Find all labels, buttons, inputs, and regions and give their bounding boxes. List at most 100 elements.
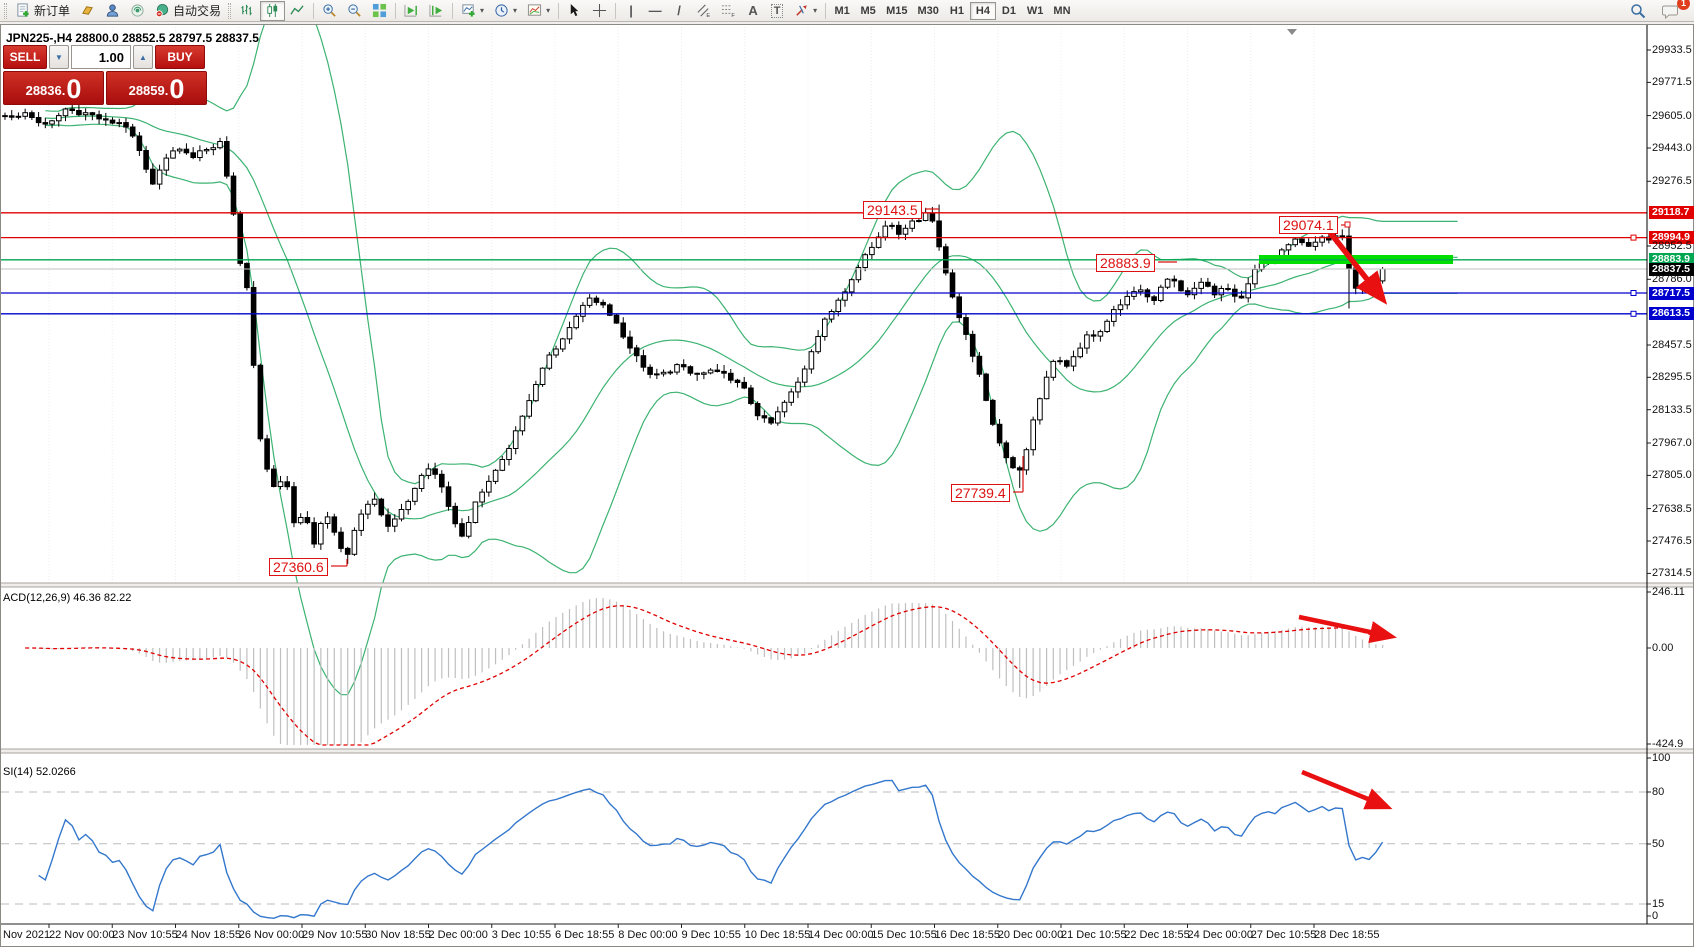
- time-axis-label: 28 Dec 18:55: [1314, 929, 1380, 941]
- chart-shift-button[interactable]: [424, 1, 449, 21]
- timeframe-W1[interactable]: W1: [1022, 2, 1049, 20]
- zoom-out-icon: [348, 4, 361, 17]
- profile-button[interactable]: [100, 1, 125, 21]
- timeframe-H4[interactable]: H4: [969, 1, 996, 20]
- horizontal-line-tool-button[interactable]: —: [643, 1, 667, 21]
- time-axis-label: 20 Dec 00:00: [997, 929, 1064, 941]
- text-label-tool-button[interactable]: T: [765, 1, 789, 21]
- auto-trading-button[interactable]: 自动交易: [150, 1, 226, 21]
- auto-scroll-icon: [404, 4, 417, 17]
- svg-text:E: E: [706, 13, 710, 18]
- time-axis-label: Nov 2021: [3, 929, 51, 941]
- macd-indicator-label: ACD(12,26,9) 46.36 82.22: [3, 592, 132, 604]
- line-chart-mode-button[interactable]: [285, 1, 310, 21]
- volume-input[interactable]: [71, 45, 131, 69]
- toolbar: 新订单 自动交易 ▾ ▾: [0, 0, 1694, 22]
- vertical-line-tool-button[interactable]: |: [619, 1, 643, 21]
- notifications-button[interactable]: 1: [1657, 0, 1690, 21]
- toolbar-grip[interactable]: [228, 2, 232, 19]
- volume-decrease-button[interactable]: ▼: [49, 45, 69, 69]
- market-watch-button[interactable]: [75, 1, 100, 21]
- tile-windows-button[interactable]: [367, 1, 392, 21]
- macd-axis-label: -424.9: [1652, 738, 1684, 750]
- cursor-tool-button[interactable]: [562, 1, 587, 21]
- price-level-label: 28994.9: [1649, 231, 1694, 245]
- bar-chart-icon: [241, 4, 252, 16]
- up-arrow-icon: ▲: [139, 52, 147, 62]
- candlestick-icon: [267, 3, 278, 18]
- price-axis-label: 28295.5: [1652, 371, 1692, 384]
- crosshair-tool-button[interactable]: [587, 1, 612, 21]
- time-axis-label: 24 Nov 18:55: [175, 929, 241, 941]
- timeframe-MN[interactable]: MN: [1048, 2, 1075, 20]
- arrows-tool-button[interactable]: ▾: [789, 1, 822, 21]
- clock-icon: [495, 4, 508, 17]
- dropdown-caret-icon: ▾: [546, 6, 551, 15]
- price-annotation[interactable]: 27739.4: [951, 484, 1010, 502]
- toolbar-grip[interactable]: [4, 2, 7, 19]
- price-annotation[interactable]: 29074.1: [1279, 216, 1338, 234]
- price-axis-label: 27967.0: [1652, 436, 1692, 449]
- new-order-button[interactable]: 新订单: [11, 1, 75, 21]
- rsi-axis-label: 0: [1652, 910, 1659, 922]
- buy-button[interactable]: BUY: [155, 45, 205, 69]
- toolbar-separator: [452, 2, 454, 19]
- new-order-icon: [17, 3, 29, 17]
- chart-shift-marker: [1287, 29, 1297, 35]
- candlestick-mode-button[interactable]: [260, 0, 286, 21]
- time-axis-label: 3 Dec 10:55: [491, 929, 552, 941]
- gold-badge-icon: [82, 6, 93, 15]
- text-tool-button[interactable]: A: [741, 1, 765, 21]
- auto-scroll-button[interactable]: [399, 1, 424, 21]
- sell-price-big-digit: 0: [66, 74, 82, 104]
- price-axis-label: 29443.0: [1652, 142, 1692, 155]
- toolbar-separator: [395, 2, 397, 19]
- fibonacci-tool-button[interactable]: F: [716, 1, 741, 21]
- dropdown-caret-icon: ▾: [813, 6, 818, 15]
- search-button[interactable]: [1625, 1, 1651, 21]
- chart-canvas[interactable]: [1, 25, 1693, 946]
- price-annotation[interactable]: 27360.6: [269, 558, 328, 576]
- signal-button[interactable]: [125, 1, 150, 21]
- time-axis-label: 10 Dec 18:55: [744, 929, 811, 941]
- timeframe-M15[interactable]: M15: [881, 2, 912, 20]
- price-axis-label: 27476.5: [1652, 535, 1692, 547]
- bar-chart-mode-button[interactable]: [235, 1, 260, 21]
- zoom-in-button[interactable]: [317, 1, 342, 21]
- time-axis-label: 15 Dec 10:55: [871, 929, 937, 941]
- time-axis-label: 24 Dec 00:00: [1187, 929, 1253, 941]
- volume-increase-button[interactable]: ▲: [133, 45, 153, 69]
- buy-price-display[interactable]: 28859. 0: [106, 71, 207, 105]
- buy-price-main: 28859.: [128, 83, 169, 98]
- zoom-out-button[interactable]: [342, 1, 367, 21]
- search-icon: [1631, 3, 1646, 18]
- timeframe-M5[interactable]: M5: [855, 2, 881, 20]
- channel-icon: E: [697, 4, 710, 18]
- rsi-axis-label: 100: [1652, 752, 1671, 764]
- timeframe-D1[interactable]: D1: [996, 2, 1022, 20]
- sell-price-main: 28836.: [25, 83, 66, 98]
- timeframe-M1[interactable]: M1: [829, 2, 855, 20]
- line-chart-icon: [290, 5, 304, 15]
- price-annotation[interactable]: 29143.5: [863, 201, 922, 219]
- timeframe-H1[interactable]: H1: [944, 2, 970, 20]
- zoom-in-icon: [323, 4, 336, 17]
- down-arrow-icon: ▼: [55, 52, 63, 62]
- new-chart-button[interactable]: ▾: [456, 1, 489, 21]
- horizontal-line-icon: —: [648, 3, 662, 18]
- period-button[interactable]: ▾: [489, 1, 522, 21]
- sell-button[interactable]: SELL: [3, 45, 47, 69]
- template-icon: [528, 4, 542, 16]
- timeframe-group: M1 M5 M15 M30 H1 H4 D1 W1 MN: [829, 1, 1075, 20]
- channel-tool-button[interactable]: E: [691, 1, 716, 21]
- sell-price-display[interactable]: 28836. 0: [3, 71, 104, 105]
- price-annotation[interactable]: 28883.9: [1096, 254, 1155, 272]
- chart-title: JPN225-,H4 28800.0 28852.5 28797.5 28837…: [6, 31, 259, 45]
- template-button[interactable]: ▾: [522, 1, 555, 21]
- buy-price-big-digit: 0: [169, 74, 185, 104]
- time-axis-label: 8 Dec 00:00: [618, 929, 678, 941]
- signal-icon: [131, 4, 144, 17]
- price-level-label: 28837.5: [1649, 262, 1694, 276]
- trendline-tool-button[interactable]: /: [667, 1, 691, 21]
- timeframe-M30[interactable]: M30: [913, 2, 944, 20]
